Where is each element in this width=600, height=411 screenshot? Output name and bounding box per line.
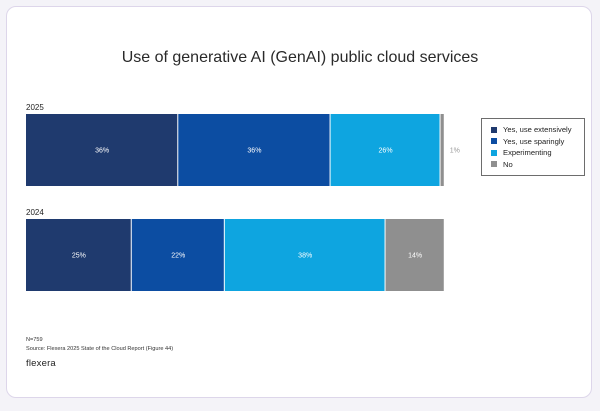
data-label-2025-4: 1% [450, 148, 460, 155]
legend: Yes, use extensively Yes, use sparingly Ex… [481, 118, 585, 176]
legend-item: Experimenting [491, 147, 584, 159]
data-label-2024-4: 14% [408, 253, 422, 260]
source-note: Source: Flexera 2025 State of the Cloud … [26, 346, 174, 352]
bar-2025-yes-use-extensively [26, 114, 178, 186]
flexera-logo: flexera [26, 358, 56, 369]
bar-2025-experimenting [330, 114, 440, 186]
bar-2025-no [440, 114, 444, 186]
legend-swatch [491, 126, 497, 133]
category-label-2025: 2025 [26, 103, 44, 112]
legend-item: No [491, 159, 584, 171]
data-label-2024-2: 22% [171, 253, 185, 260]
bar-2024-yes-use-sparingly [131, 219, 224, 291]
bar-2024-no [385, 219, 444, 291]
bar-2024-yes-use-extensively [26, 219, 131, 291]
chart-card: Use of generative AI (GenAI) public clou… [6, 6, 592, 398]
data-label-2025-2: 36% [247, 148, 261, 155]
sample-size-note: N=759 [26, 337, 43, 343]
category-label-2024: 2024 [26, 208, 44, 217]
legend-swatch [491, 149, 497, 156]
legend-swatch [491, 138, 497, 145]
data-label-2025-3: 26% [379, 148, 393, 155]
chart-title: Use of generative AI (GenAI) public clou… [121, 49, 479, 66]
legend-label: No [503, 159, 513, 169]
data-label-2025-1: 36% [95, 148, 109, 155]
legend-item: Yes, use extensively [491, 124, 584, 136]
legend-label: Experimenting [503, 148, 552, 158]
legend-item: Yes, use sparingly [491, 136, 584, 148]
legend-label: Yes, use extensively [503, 125, 572, 135]
data-label-2024-3: 38% [298, 253, 312, 260]
bar-2025-yes-use-sparingly [178, 114, 330, 186]
legend-swatch [491, 161, 497, 168]
stacked-bar-chart: 36% 36% 26% 1% 25% 22% 38% 14% [26, 114, 460, 291]
data-label-2024-1: 25% [72, 253, 86, 260]
bar-2024-experimenting [224, 219, 385, 291]
legend-label: Yes, use sparingly [503, 136, 565, 146]
